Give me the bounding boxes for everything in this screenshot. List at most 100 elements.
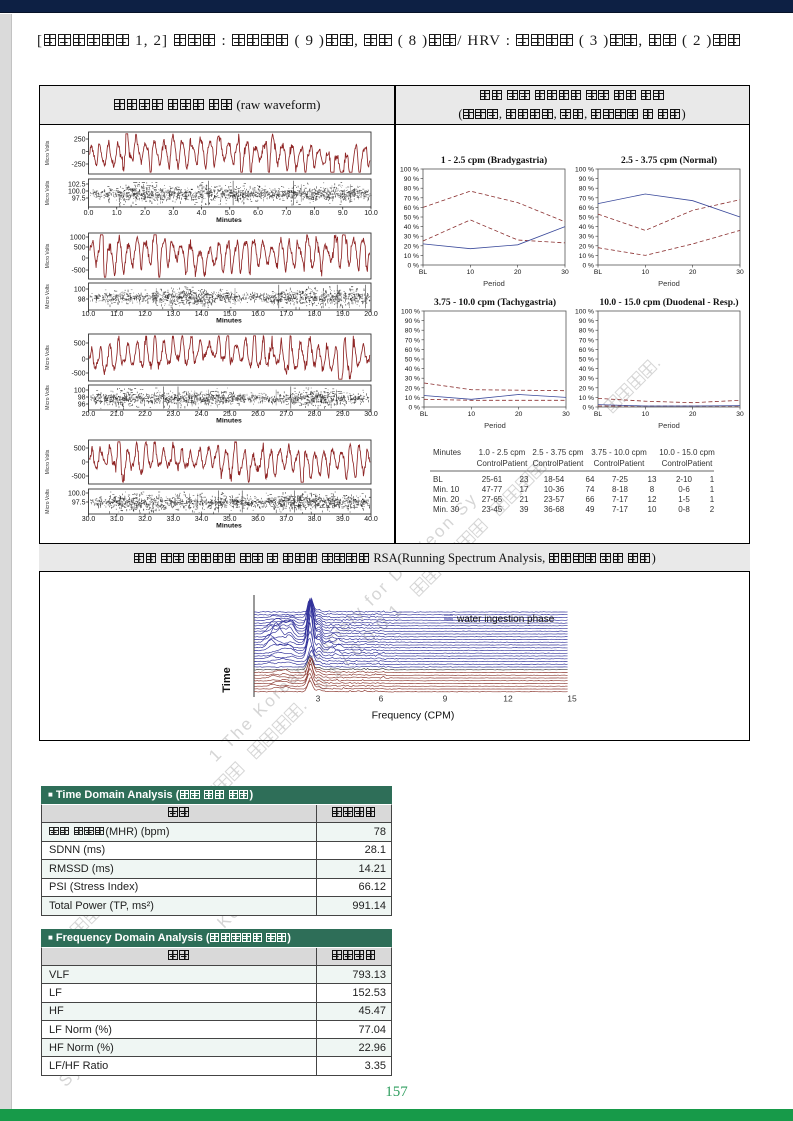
svg-text:BL: BL	[433, 475, 443, 484]
svg-text:80 %: 80 %	[579, 328, 594, 335]
svg-text:500: 500	[74, 245, 86, 252]
svg-text:Min. 20: Min. 20	[433, 495, 460, 504]
svg-text:21: 21	[520, 495, 529, 504]
svg-text:7.0: 7.0	[281, 210, 291, 217]
svg-text:20: 20	[515, 411, 523, 418]
svg-text:0: 0	[82, 460, 86, 467]
svg-text:ControlPatient: ControlPatient	[477, 459, 528, 468]
svg-text:7-25: 7-25	[612, 475, 629, 484]
svg-text:1.0 - 2.5 cpm: 1.0 - 2.5 cpm	[479, 448, 526, 457]
svg-text:12: 12	[648, 495, 657, 504]
svg-text:10: 10	[642, 411, 650, 418]
svg-text:ControlPatient: ControlPatient	[594, 459, 645, 468]
svg-text:500: 500	[74, 341, 86, 348]
svg-text:1000: 1000	[70, 235, 86, 242]
svg-text:40 %: 40 %	[579, 224, 594, 231]
svg-text:90 %: 90 %	[405, 318, 420, 325]
svg-text:10.0 - 15.0 cpm: 10.0 - 15.0 cpm	[659, 448, 715, 457]
svg-text:4.0: 4.0	[197, 210, 207, 217]
svg-text:36-68: 36-68	[544, 505, 565, 514]
svg-text:31.0: 31.0	[110, 516, 124, 523]
svg-text:ControlPatient: ControlPatient	[662, 459, 713, 468]
svg-text:3.75 - 10.0 cpm (Tachygastria): 3.75 - 10.0 cpm (Tachygastria)	[434, 297, 556, 308]
svg-text:Micro Volts: Micro Volts	[45, 284, 51, 309]
svg-text:Minutes: Minutes	[216, 217, 242, 224]
svg-text:0 %: 0 %	[582, 263, 594, 270]
svg-text:10: 10	[648, 505, 657, 514]
svg-text:100 %: 100 %	[575, 167, 594, 174]
svg-text:10.0: 10.0	[82, 311, 96, 318]
svg-text:0.0: 0.0	[84, 210, 94, 217]
svg-text:Minutes: Minutes	[216, 418, 242, 425]
svg-text:BL: BL	[594, 269, 602, 276]
svg-text:0: 0	[82, 149, 86, 156]
svg-text:8: 8	[650, 485, 655, 494]
svg-text:6.0: 6.0	[253, 210, 263, 217]
svg-text:20.0: 20.0	[364, 311, 378, 318]
svg-text:96: 96	[78, 402, 86, 409]
svg-text:13: 13	[648, 475, 657, 484]
svg-text:8-18: 8-18	[612, 485, 629, 494]
svg-text:10: 10	[468, 411, 476, 418]
svg-text:27-65: 27-65	[482, 495, 503, 504]
svg-text:500: 500	[74, 446, 86, 453]
svg-text:30 %: 30 %	[405, 376, 420, 383]
svg-text:50 %: 50 %	[579, 215, 594, 222]
svg-text:28.0: 28.0	[308, 411, 322, 418]
svg-text:80 %: 80 %	[404, 186, 419, 193]
svg-text:100 %: 100 %	[400, 167, 419, 174]
svg-text:25.0: 25.0	[223, 411, 237, 418]
svg-text:38.0: 38.0	[308, 516, 322, 523]
svg-text:97.5: 97.5	[72, 196, 86, 203]
svg-text:30.0: 30.0	[364, 411, 378, 418]
svg-text:Period: Period	[658, 279, 680, 288]
svg-text:40.0: 40.0	[364, 516, 378, 523]
svg-text:Micro Volts: Micro Volts	[45, 180, 51, 205]
svg-text:39: 39	[520, 505, 529, 514]
svg-text:2.0: 2.0	[140, 210, 150, 217]
svg-text:1 - 2.5 cpm (Bradygastria): 1 - 2.5 cpm (Bradygastria)	[441, 155, 547, 166]
svg-text:40 %: 40 %	[579, 366, 594, 373]
svg-text:10 %: 10 %	[579, 395, 594, 402]
svg-text:30: 30	[736, 269, 744, 276]
svg-text:90 %: 90 %	[579, 318, 594, 325]
svg-text:1.0: 1.0	[112, 210, 122, 217]
svg-text:10: 10	[642, 269, 650, 276]
svg-text:34.0: 34.0	[195, 516, 209, 523]
svg-text:7-17: 7-17	[612, 505, 629, 514]
svg-text:23.0: 23.0	[166, 411, 180, 418]
svg-text:30: 30	[561, 269, 569, 276]
svg-text:29.0: 29.0	[336, 411, 350, 418]
svg-text:27.0: 27.0	[279, 411, 293, 418]
svg-text:Micro Volts: Micro Volts	[45, 345, 51, 370]
svg-text:50 %: 50 %	[404, 215, 419, 222]
svg-text:19.0: 19.0	[336, 311, 350, 318]
svg-text:40 %: 40 %	[405, 366, 420, 373]
svg-text:10 %: 10 %	[405, 395, 420, 402]
svg-text:3.75 - 10.0 cpm: 3.75 - 10.0 cpm	[591, 448, 647, 457]
svg-text:10: 10	[467, 269, 475, 276]
svg-text:20.0: 20.0	[82, 411, 96, 418]
svg-text:50 %: 50 %	[405, 357, 420, 364]
svg-text:1-5: 1-5	[678, 495, 690, 504]
svg-text:20 %: 20 %	[579, 243, 594, 250]
svg-text:70 %: 70 %	[579, 195, 594, 202]
svg-text:0-8: 0-8	[678, 505, 690, 514]
svg-text:100.0: 100.0	[68, 491, 86, 498]
svg-text:2.5 - 3.75 cpm (Normal): 2.5 - 3.75 cpm (Normal)	[621, 155, 717, 166]
svg-text:20 %: 20 %	[579, 385, 594, 392]
svg-text:30.0: 30.0	[82, 516, 96, 523]
svg-text:Min. 30: Min. 30	[433, 505, 460, 514]
svg-text:40 %: 40 %	[404, 224, 419, 231]
svg-text:70 %: 70 %	[405, 337, 420, 344]
svg-text:3: 3	[316, 694, 321, 704]
svg-text:20: 20	[689, 411, 697, 418]
svg-text:Period: Period	[483, 279, 505, 288]
svg-text:-250: -250	[71, 162, 85, 169]
svg-text:Minutes: Minutes	[216, 523, 242, 530]
svg-text:17.0: 17.0	[279, 311, 293, 318]
svg-text:Min. 10: Min. 10	[433, 485, 460, 494]
svg-text:37.0: 37.0	[279, 516, 293, 523]
svg-text:23: 23	[520, 475, 529, 484]
svg-text:30: 30	[736, 411, 744, 418]
